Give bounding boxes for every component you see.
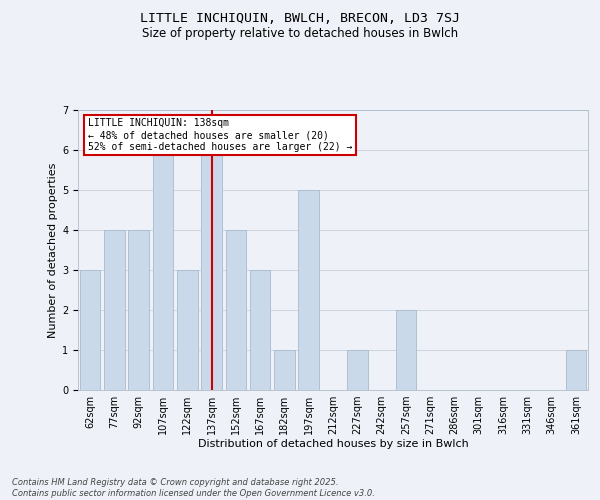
Bar — [128, 230, 149, 390]
Bar — [152, 150, 173, 390]
Text: LITTLE INCHIQUIN, BWLCH, BRECON, LD3 7SJ: LITTLE INCHIQUIN, BWLCH, BRECON, LD3 7SJ — [140, 12, 460, 26]
Text: Size of property relative to detached houses in Bwlch: Size of property relative to detached ho… — [142, 28, 458, 40]
Bar — [104, 230, 125, 390]
Bar — [274, 350, 295, 390]
Bar — [566, 350, 586, 390]
Bar — [177, 270, 197, 390]
Bar — [250, 270, 271, 390]
Y-axis label: Number of detached properties: Number of detached properties — [48, 162, 58, 338]
Bar — [298, 190, 319, 390]
Bar — [226, 230, 246, 390]
X-axis label: Distribution of detached houses by size in Bwlch: Distribution of detached houses by size … — [197, 438, 469, 448]
Bar — [80, 270, 100, 390]
Text: Contains HM Land Registry data © Crown copyright and database right 2025.
Contai: Contains HM Land Registry data © Crown c… — [12, 478, 375, 498]
Bar — [347, 350, 368, 390]
Bar — [201, 150, 222, 390]
Text: LITTLE INCHIQUIN: 138sqm
← 48% of detached houses are smaller (20)
52% of semi-d: LITTLE INCHIQUIN: 138sqm ← 48% of detach… — [88, 118, 353, 152]
Bar — [395, 310, 416, 390]
